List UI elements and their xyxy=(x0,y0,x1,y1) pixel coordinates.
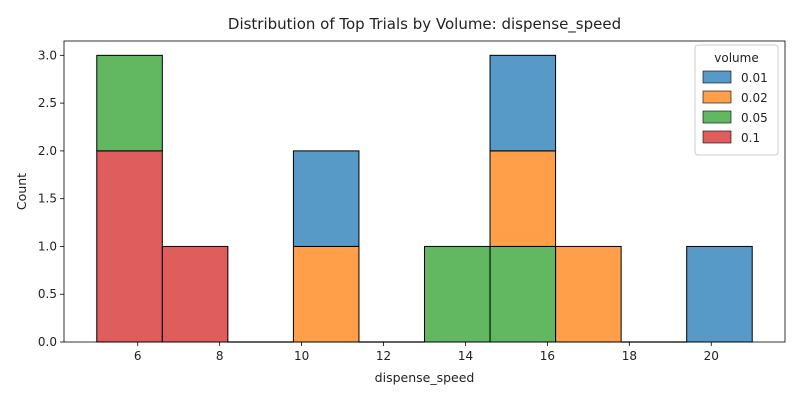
y-tick-label-2: 1.0 xyxy=(38,239,57,253)
legend-swatch-0_02 xyxy=(702,90,732,104)
legend-label-0_05: 0.05 xyxy=(741,111,768,125)
x-axis: 6 8 10 12 14 16 18 20 xyxy=(134,342,719,363)
x-tick-label-8: 8 xyxy=(216,349,224,363)
y-axis: 0.0 0.5 1.0 1.5 2.0 2.5 3.0 xyxy=(38,48,64,349)
x-tick-label-12: 12 xyxy=(376,349,391,363)
y-tick-label-0: 0.0 xyxy=(38,335,57,349)
bar-0_02-bin-3 xyxy=(292,245,360,343)
x-axis-title: dispense_speed xyxy=(375,370,475,385)
y-tick-label-5: 2.5 xyxy=(38,96,57,110)
bar-0_01-bin-3 xyxy=(292,150,360,247)
bar-0_01-bin-6 xyxy=(489,54,557,152)
x-tick-label-16: 16 xyxy=(540,349,555,363)
y-tick-label-1: 0.5 xyxy=(38,287,57,301)
legend-label-0_01: 0.01 xyxy=(741,71,768,85)
legend-label-0_1: 0.1 xyxy=(741,131,760,145)
bar-0_05-bin-6 xyxy=(489,245,557,343)
legend-swatch-0_1 xyxy=(702,130,732,144)
y-tick-label-6: 3.0 xyxy=(38,48,57,62)
y-axis-title: Count xyxy=(14,173,29,210)
y-tick-label-4: 2.0 xyxy=(38,144,57,158)
bar-0_01-bin-9 xyxy=(686,245,753,343)
x-tick-label-18: 18 xyxy=(622,349,637,363)
bar-0_02-bin-6 xyxy=(489,150,557,247)
bar-0_05-bin-5 xyxy=(424,245,491,343)
bar-0_1-bin-1 xyxy=(161,245,229,343)
x-tick-label-14: 14 xyxy=(458,349,473,363)
y-tick-label-3: 1.5 xyxy=(38,192,57,206)
x-tick-label-20: 20 xyxy=(704,349,719,363)
legend: volume 0.01 0.02 0.05 0.1 xyxy=(694,44,779,156)
legend-swatch-0_01 xyxy=(702,70,732,84)
plot-frame xyxy=(63,40,786,343)
legend-title: volume xyxy=(714,51,758,65)
bar-0_05-bin-0 xyxy=(96,54,163,152)
bars-group xyxy=(96,54,753,343)
x-tick-label-6: 6 xyxy=(134,349,142,363)
legend-swatch-0_05 xyxy=(702,110,732,124)
bar-0_1-bin-0 xyxy=(96,150,163,343)
bar-0_02-bin-7 xyxy=(555,245,622,343)
legend-label-0_02: 0.02 xyxy=(741,91,768,105)
x-tick-label-10: 10 xyxy=(294,349,309,363)
chart-title: Distribution of Top Trials by Volume: di… xyxy=(228,15,621,34)
